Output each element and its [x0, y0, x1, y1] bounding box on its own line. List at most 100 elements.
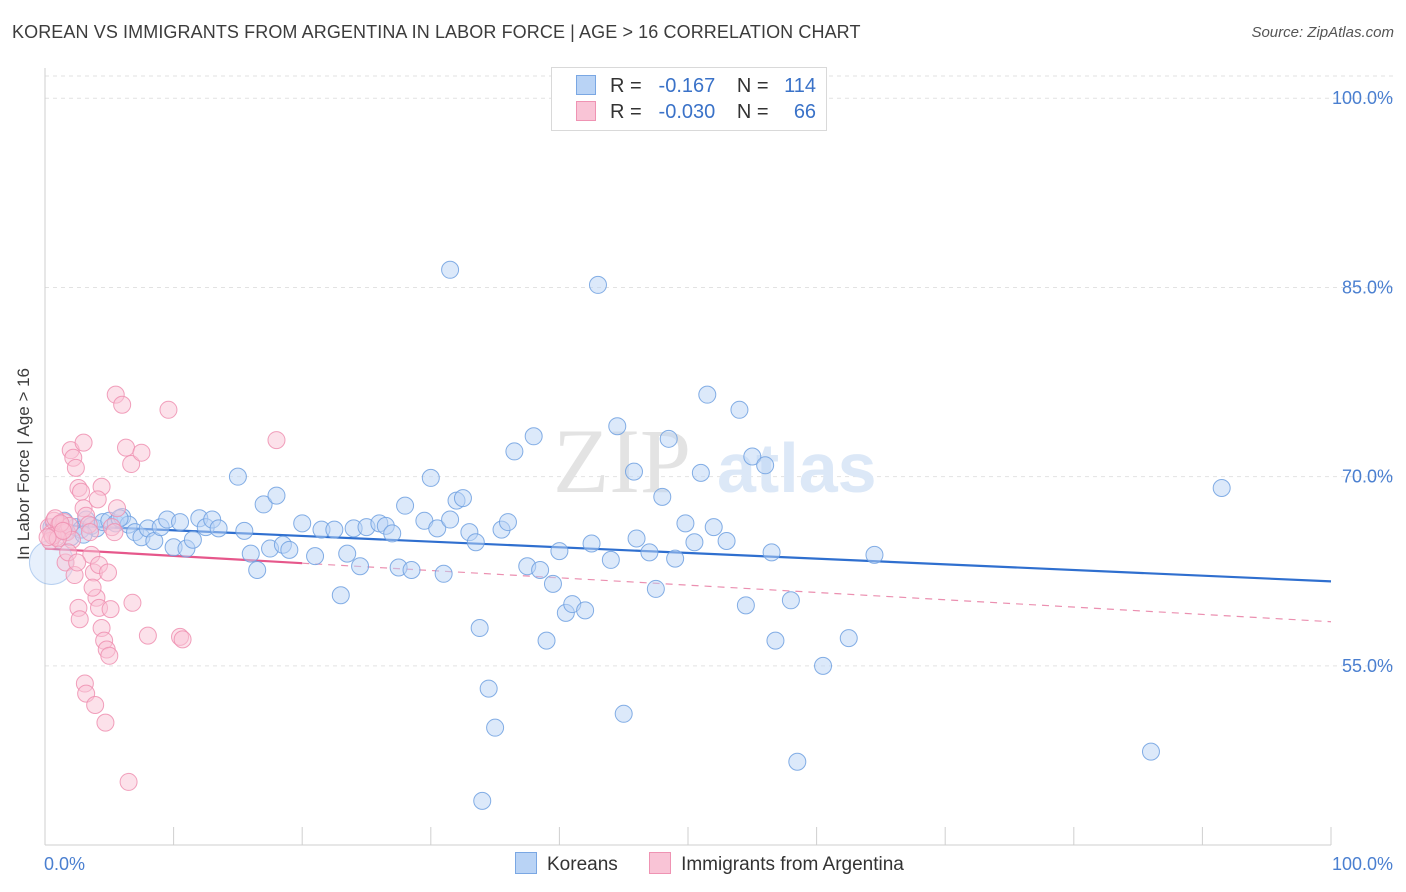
- legend-label-koreans: Koreans: [547, 854, 618, 875]
- korean-point: [325, 520, 344, 539]
- korean-point: [254, 495, 273, 514]
- argentina-point: [138, 626, 157, 645]
- y-tick-label: 55.0%: [1342, 656, 1393, 676]
- argentina-point: [81, 523, 100, 542]
- korean-point: [402, 561, 421, 580]
- argentina-point: [267, 431, 286, 450]
- argentina-swatch: [576, 101, 596, 121]
- argentina-point: [173, 630, 192, 649]
- r-label: R =: [610, 101, 642, 123]
- legend-label-argentina: Immigrants from Argentina: [681, 854, 904, 875]
- argentina-point: [119, 772, 138, 791]
- n-label: N =: [736, 75, 769, 97]
- korean-point: [640, 543, 659, 562]
- korean-point: [531, 561, 550, 580]
- korean-point: [865, 545, 884, 564]
- korean-point: [839, 629, 858, 648]
- watermark-atlas: atlas: [717, 429, 877, 507]
- korean-point: [486, 718, 505, 737]
- argentina-point: [122, 455, 141, 474]
- bottom-legend: Koreans Immigrants from Argentina: [515, 852, 930, 876]
- axes: [44, 68, 1332, 846]
- korean-point: [441, 510, 460, 529]
- korean-point: [183, 530, 202, 549]
- argentina-point: [83, 578, 102, 597]
- korean-point: [479, 679, 498, 698]
- r-label: R =: [610, 75, 642, 97]
- koreans-n-value: 114: [784, 75, 817, 97]
- korean-point: [293, 514, 312, 533]
- argentina-point: [132, 443, 151, 462]
- watermark: ZIP atlas: [553, 410, 877, 512]
- korean-point: [248, 561, 267, 580]
- argentina-trend-line-dashed: [302, 562, 1332, 623]
- argentina-point: [117, 438, 136, 457]
- korean-point: [280, 540, 299, 559]
- korean-point: [537, 631, 556, 650]
- korean-point: [383, 524, 402, 543]
- korean-point: [704, 518, 723, 537]
- korean-point: [766, 631, 785, 650]
- korean-point: [396, 496, 415, 515]
- korean-point: [498, 513, 517, 532]
- korean-point: [614, 704, 633, 723]
- korean-point: [736, 596, 755, 615]
- korean-point: [659, 429, 678, 448]
- argentina-point: [99, 563, 118, 582]
- x-tick-label-max: 100.0%: [1332, 854, 1393, 874]
- argentina-r-value: -0.030: [658, 101, 716, 123]
- argentina-point: [74, 433, 93, 452]
- korean-point: [466, 533, 485, 552]
- korean-point: [1212, 479, 1231, 498]
- korean-point: [524, 427, 543, 446]
- koreans-swatch: [576, 75, 596, 95]
- korean-point: [717, 531, 736, 550]
- korean-point: [781, 591, 800, 610]
- argentina-point: [108, 499, 127, 518]
- x-tick-label-min: 0.0%: [44, 854, 85, 874]
- korean-point: [608, 417, 627, 436]
- korean-point: [421, 468, 440, 487]
- argentina-point: [105, 523, 124, 542]
- argentina-point: [70, 610, 89, 629]
- korean-point: [624, 462, 643, 481]
- argentina-point: [96, 713, 115, 732]
- korean-point: [743, 447, 762, 466]
- korean-point: [730, 400, 749, 419]
- argentina-point: [38, 528, 57, 547]
- y-tick-label: 100.0%: [1332, 88, 1393, 108]
- argentina-point: [72, 482, 91, 501]
- korean-point: [814, 656, 833, 675]
- koreans-r-value: -0.167: [658, 75, 716, 97]
- korean-point: [550, 542, 569, 561]
- korean-point: [576, 601, 595, 620]
- korean-point: [171, 513, 190, 532]
- argentina-point: [123, 593, 142, 612]
- argentina-point: [100, 646, 119, 665]
- argentina-point: [88, 490, 107, 509]
- koreans-swatch: [515, 852, 537, 874]
- korean-point: [209, 519, 228, 538]
- korean-point: [331, 586, 350, 605]
- argentina-n-value: 66: [793, 101, 817, 123]
- korean-point: [267, 486, 286, 505]
- korean-trend-line: [44, 523, 1332, 583]
- korean-point: [453, 489, 472, 508]
- korean-point: [762, 543, 781, 562]
- korean-point: [434, 564, 453, 583]
- korean-point: [351, 557, 370, 576]
- legend-row-koreans: R = -0.167 N = 114: [576, 75, 816, 101]
- korean-point: [241, 544, 260, 563]
- argentina-point: [101, 600, 120, 619]
- korean-point: [627, 529, 646, 548]
- korean-point: [505, 442, 524, 461]
- korean-point: [228, 467, 247, 486]
- korean-point: [588, 275, 607, 294]
- korean-point: [235, 521, 254, 540]
- legend-item-koreans: Koreans: [515, 852, 618, 876]
- korean-point: [685, 533, 704, 552]
- korean-point: [1141, 742, 1160, 761]
- argentina-point: [113, 395, 132, 414]
- korean-point: [653, 487, 672, 506]
